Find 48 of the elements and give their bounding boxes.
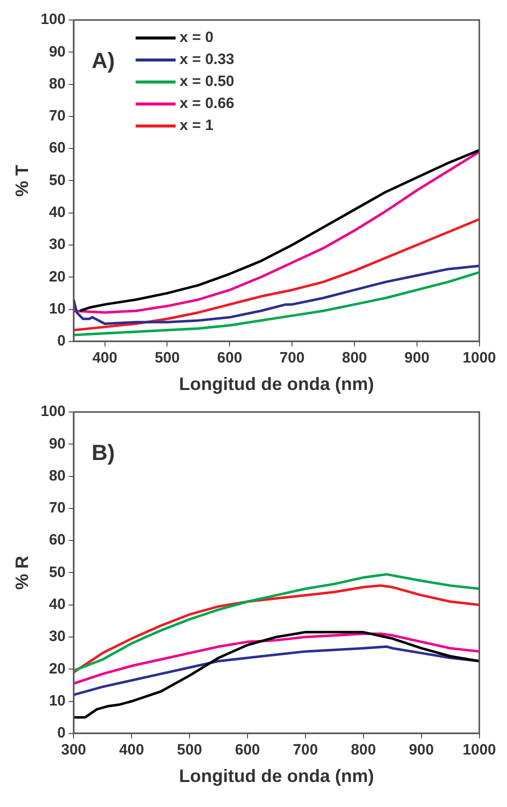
y-tick-label: 60 — [48, 140, 66, 157]
x-tick-label: 500 — [154, 350, 180, 367]
x-tick-label: 700 — [292, 742, 318, 759]
y-tick-label: 10 — [48, 692, 66, 710]
legend-label: x = 1 — [180, 117, 214, 134]
x-tick-label: 500 — [177, 742, 202, 759]
x-tick-label: 400 — [92, 350, 118, 367]
x-tick-label: 300 — [61, 742, 86, 759]
y-tick-label: 80 — [48, 75, 66, 92]
x-tick-label: 600 — [217, 350, 242, 367]
y-tick-label: 40 — [48, 204, 66, 221]
y-axis-title: % R — [12, 556, 32, 590]
x-tick-label: 600 — [234, 742, 260, 759]
legend-label: x = 0.33 — [180, 51, 234, 68]
x-axis-title: Longitud de onda (nm) — [178, 374, 374, 394]
y-tick-label: 30 — [48, 236, 66, 254]
y-tick-label: 70 — [48, 500, 66, 517]
y-tick-label: 100 — [40, 11, 66, 28]
x-tick-label: 700 — [280, 350, 305, 367]
legend-label: x = 0.50 — [180, 73, 234, 90]
y-tick-label: 20 — [48, 660, 66, 678]
y-tick-label: 60 — [48, 532, 66, 549]
x-tick-label: 400 — [119, 742, 144, 759]
legend-label: x = 0.66 — [180, 95, 234, 112]
annotation: A) — [92, 48, 115, 74]
y-axis-title: % T — [12, 164, 32, 197]
x-tick-label: 900 — [408, 742, 434, 759]
y-tick-label: 0 — [57, 332, 66, 350]
y-tick-label: 0 — [57, 724, 66, 742]
y-tick-label: 90 — [48, 435, 66, 452]
y-tick-label: 80 — [48, 467, 66, 484]
y-tick-label: 30 — [48, 628, 66, 646]
legend-label: x = 0 — [180, 29, 214, 46]
y-tick-label: 90 — [48, 43, 66, 60]
x-axis-title: Longitud de onda (nm) — [178, 766, 374, 786]
y-tick-label: 20 — [48, 268, 66, 286]
y-tick-label: 50 — [48, 564, 66, 581]
y-tick-label: 40 — [48, 596, 66, 613]
x-tick-label: 1000 — [462, 742, 496, 759]
y-tick-label: 100 — [40, 403, 66, 420]
y-tick-label: 70 — [48, 108, 66, 125]
y-tick-label: 10 — [48, 300, 66, 318]
x-tick-label: 800 — [342, 350, 368, 367]
x-tick-label: 1000 — [462, 350, 496, 367]
x-tick-label: 800 — [350, 742, 376, 759]
annotation: B) — [92, 440, 115, 466]
x-tick-label: 900 — [404, 350, 430, 367]
y-tick-label: 50 — [48, 172, 66, 189]
